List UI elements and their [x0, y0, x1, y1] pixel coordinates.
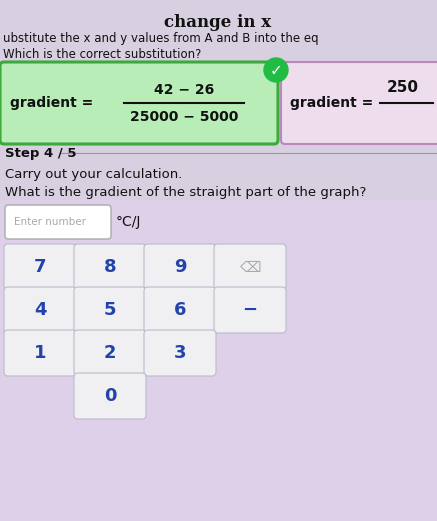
Text: gradient =: gradient =: [290, 96, 373, 110]
FancyBboxPatch shape: [144, 330, 216, 376]
FancyBboxPatch shape: [144, 287, 216, 333]
Text: °C/J: °C/J: [116, 215, 142, 229]
FancyBboxPatch shape: [4, 244, 76, 290]
Circle shape: [264, 58, 288, 82]
Text: 3: 3: [174, 344, 186, 362]
FancyBboxPatch shape: [0, 200, 437, 521]
Text: 7: 7: [34, 258, 46, 276]
Text: −: −: [243, 301, 257, 319]
Text: gradient =: gradient =: [10, 96, 93, 110]
FancyBboxPatch shape: [214, 244, 286, 290]
FancyBboxPatch shape: [144, 244, 216, 290]
FancyBboxPatch shape: [74, 287, 146, 333]
FancyBboxPatch shape: [214, 287, 286, 333]
Text: 5: 5: [104, 301, 116, 319]
Text: ubstitute the x and y values from A and B into the eq: ubstitute the x and y values from A and …: [3, 32, 319, 45]
Text: Carry out your calculation.: Carry out your calculation.: [5, 168, 182, 181]
FancyBboxPatch shape: [281, 62, 437, 144]
Text: 250: 250: [387, 81, 419, 95]
Text: 6: 6: [174, 301, 186, 319]
Text: 8: 8: [104, 258, 116, 276]
FancyBboxPatch shape: [74, 373, 146, 419]
Text: 42 − 26: 42 − 26: [154, 83, 214, 97]
Text: 25000 − 5000: 25000 − 5000: [130, 110, 238, 124]
Text: ⌫: ⌫: [239, 259, 261, 275]
Text: 0: 0: [104, 387, 116, 405]
Text: Step 4 / 5: Step 4 / 5: [5, 146, 76, 159]
Text: 2: 2: [104, 344, 116, 362]
Text: change in x: change in x: [164, 14, 271, 31]
Text: 4: 4: [34, 301, 46, 319]
Text: What is the gradient of the straight part of the graph?: What is the gradient of the straight par…: [5, 186, 366, 199]
Text: ✓: ✓: [270, 64, 282, 79]
Text: 1: 1: [34, 344, 46, 362]
FancyBboxPatch shape: [0, 62, 278, 144]
FancyBboxPatch shape: [4, 330, 76, 376]
FancyBboxPatch shape: [74, 330, 146, 376]
Text: 9: 9: [174, 258, 186, 276]
FancyBboxPatch shape: [4, 287, 76, 333]
Text: Enter number: Enter number: [14, 217, 86, 227]
FancyBboxPatch shape: [74, 244, 146, 290]
Text: Which is the correct substitution?: Which is the correct substitution?: [3, 48, 201, 61]
FancyBboxPatch shape: [5, 205, 111, 239]
